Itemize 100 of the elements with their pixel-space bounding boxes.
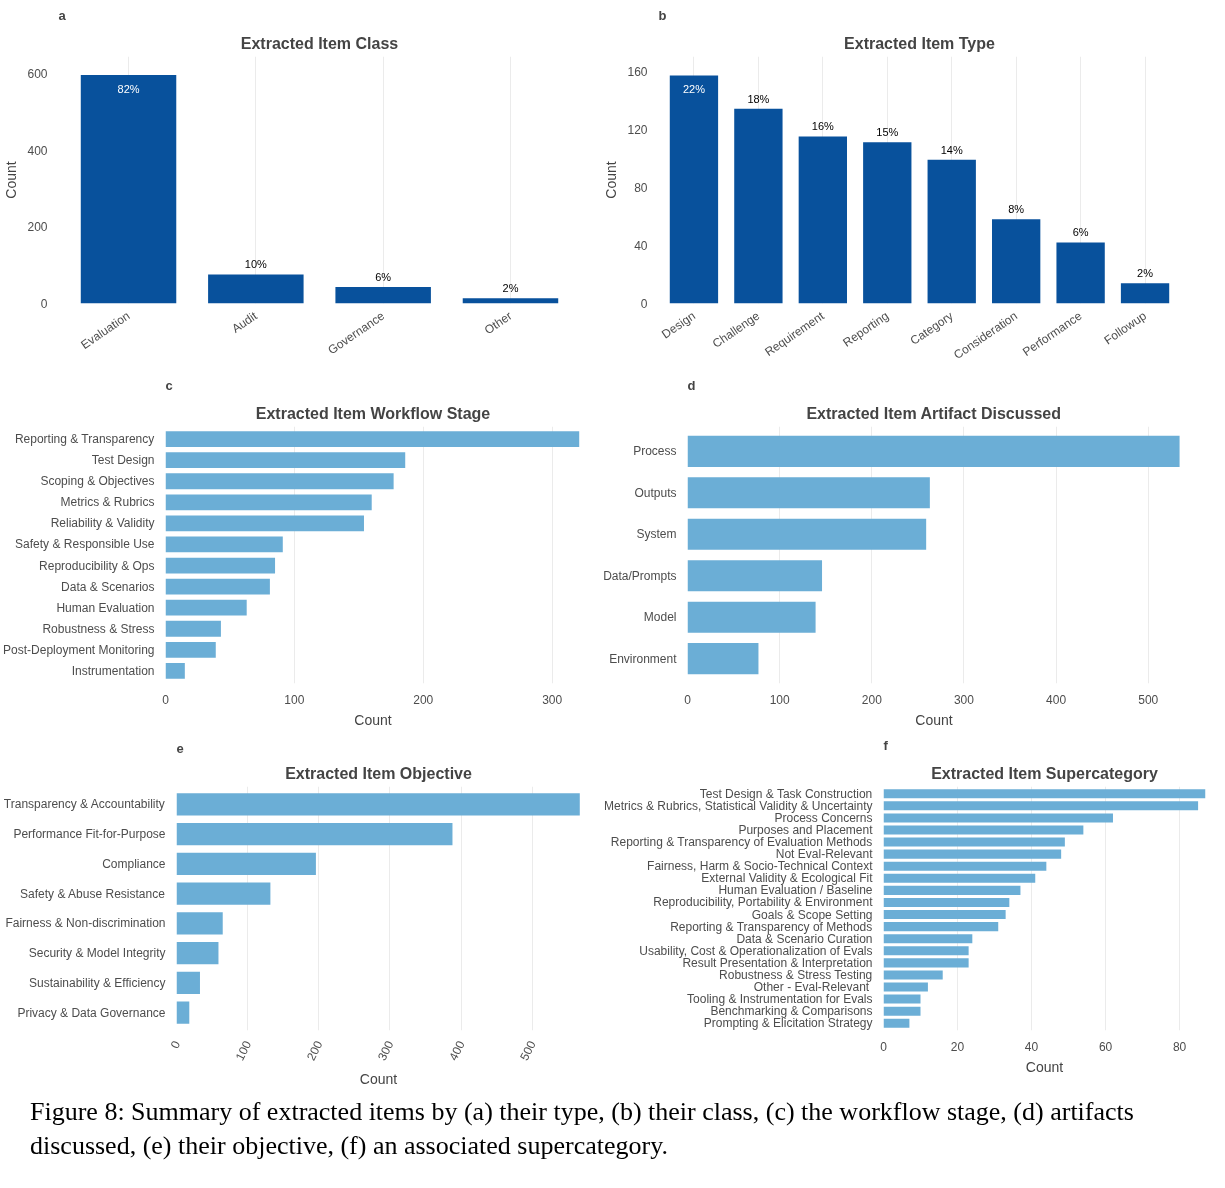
y-tick-label: 200 (27, 220, 48, 235)
bar (883, 825, 1084, 835)
y-tick-label: Scoping & Objectives (40, 474, 155, 489)
y-tick-label: Instrumentation (71, 663, 155, 678)
bar (687, 643, 759, 675)
y-tick-label: Other - Eval-Relevant (753, 980, 870, 995)
bar (883, 946, 969, 956)
bar (992, 219, 1041, 304)
y-tick-label: Model (643, 610, 677, 625)
bar (165, 431, 580, 448)
x-tick-label: 200 (413, 692, 434, 707)
bar (165, 620, 221, 637)
bar (927, 159, 976, 304)
bar (80, 74, 177, 304)
bar (165, 557, 276, 574)
annotation: 22% (682, 83, 706, 96)
bar (1120, 283, 1170, 304)
bar (883, 813, 1113, 823)
chart-title: Extracted Item Supercategory (931, 764, 1158, 782)
bar (883, 837, 1065, 847)
y-tick-label: Performance Fit-for-Purpose (13, 827, 166, 842)
annotation: 6% (375, 271, 392, 284)
x-tick-label: 400 (1046, 692, 1067, 707)
x-tick-label: 100 (284, 692, 305, 707)
chart-title: Extracted Item Objective (285, 764, 472, 782)
text: a (58, 7, 67, 23)
bar (687, 601, 816, 633)
annotation: 82% (117, 82, 140, 95)
y-tick-label: Compliance (102, 856, 166, 871)
text: d (687, 377, 696, 393)
x-tick-label: 80 (1172, 1039, 1187, 1054)
y-tick-label: Data/Prompts (603, 568, 677, 583)
y-tick-label: Privacy & Data Governance (17, 1005, 166, 1020)
x-tick-label: 20 (950, 1039, 965, 1054)
x-tick-label: 0 (167, 1038, 184, 1051)
annotation: 10% (244, 258, 268, 271)
chart-title: Extracted Item Type (844, 34, 996, 52)
y-tick-label: 160 (627, 64, 648, 79)
y-tick-label: 0 (40, 297, 48, 311)
bar (883, 1006, 921, 1016)
x-tick-label: 300 (542, 692, 563, 707)
bar (883, 922, 999, 932)
y-tick-label: 400 (27, 143, 48, 158)
y-tick-label: Security & Model Integrity (28, 946, 166, 961)
bar (734, 108, 783, 304)
bar (883, 910, 1006, 920)
bar (883, 849, 1062, 859)
x-axis-title: Count (354, 711, 392, 728)
y-tick-label: Result Presentation & Interpretation (682, 955, 873, 970)
annotation: 16% (811, 120, 835, 133)
y-tick-label: 120 (627, 122, 648, 137)
bar (883, 861, 1047, 871)
y-tick-label: Purposes and Placement (738, 822, 874, 837)
x-tick-label: 200 (303, 1038, 326, 1063)
bar (335, 287, 431, 304)
y-tick-label: Not Eval-Relevant (775, 847, 874, 862)
x-tick-label: 300 (375, 1038, 397, 1063)
caption: Figure 8: Summary of extracted items by (a) their type, (b) their class, (c) the workflow stage, (d) artifacts discussed, (e) their objective, (f) an associated supercategory. (30, 1096, 1135, 1162)
y-tick-label: Robustness & Stress (42, 621, 155, 636)
bar (165, 473, 394, 490)
y-tick-label: 0 (640, 297, 648, 311)
y-axis-title: Count (3, 161, 20, 199)
bar (462, 298, 559, 304)
bar (1056, 242, 1105, 304)
y-tick-label: System (636, 527, 677, 542)
y-axis-title: Count (603, 161, 620, 199)
x-axis-title: Count (359, 1071, 398, 1088)
bar (669, 75, 719, 304)
chart-title: Extracted Item Class (240, 34, 399, 52)
y-tick-label: Human Evaluation (56, 600, 155, 615)
annotation: 14% (940, 143, 963, 156)
x-tick-label: 60 (1098, 1039, 1113, 1054)
y-tick-label: Post-Deployment Monitoring (3, 642, 155, 657)
y-tick-label: Data & Scenarios (61, 579, 155, 594)
y-tick-label: Reporting & Transparency (14, 432, 155, 447)
bar (883, 801, 1199, 811)
chart-title: Extracted Item Workflow Stage (255, 404, 491, 422)
y-tick-label: Safety & Abuse Resistance (20, 886, 166, 901)
y-tick-label: Reporting & Transparency of Evaluation Methods (610, 835, 873, 850)
bar (883, 934, 973, 944)
y-tick-label: External Validity & Ecological Fit (701, 871, 874, 886)
text: e (176, 740, 184, 756)
text: f (883, 737, 889, 753)
x-tick-label: 500 (1138, 692, 1159, 707)
annotation: 6% (1072, 226, 1089, 239)
annotation: 2% (502, 282, 519, 295)
bar (883, 885, 1021, 895)
y-tick-label: Test Design & Task Construction (699, 786, 873, 801)
x-tick-label: 100 (232, 1038, 255, 1063)
x-axis-title: Count (1025, 1058, 1064, 1075)
y-tick-label: Safety & Responsible Use (15, 537, 155, 552)
y-tick-label: Reproducibility & Ops (39, 558, 155, 573)
bar (883, 994, 921, 1004)
bar (165, 641, 216, 658)
bar (687, 518, 927, 550)
bar (883, 970, 943, 980)
y-tick-label: Reproducibility, Portability & Environment (653, 895, 874, 910)
text: b (658, 7, 667, 23)
bar (165, 536, 283, 553)
x-axis-title: Count (915, 711, 953, 728)
